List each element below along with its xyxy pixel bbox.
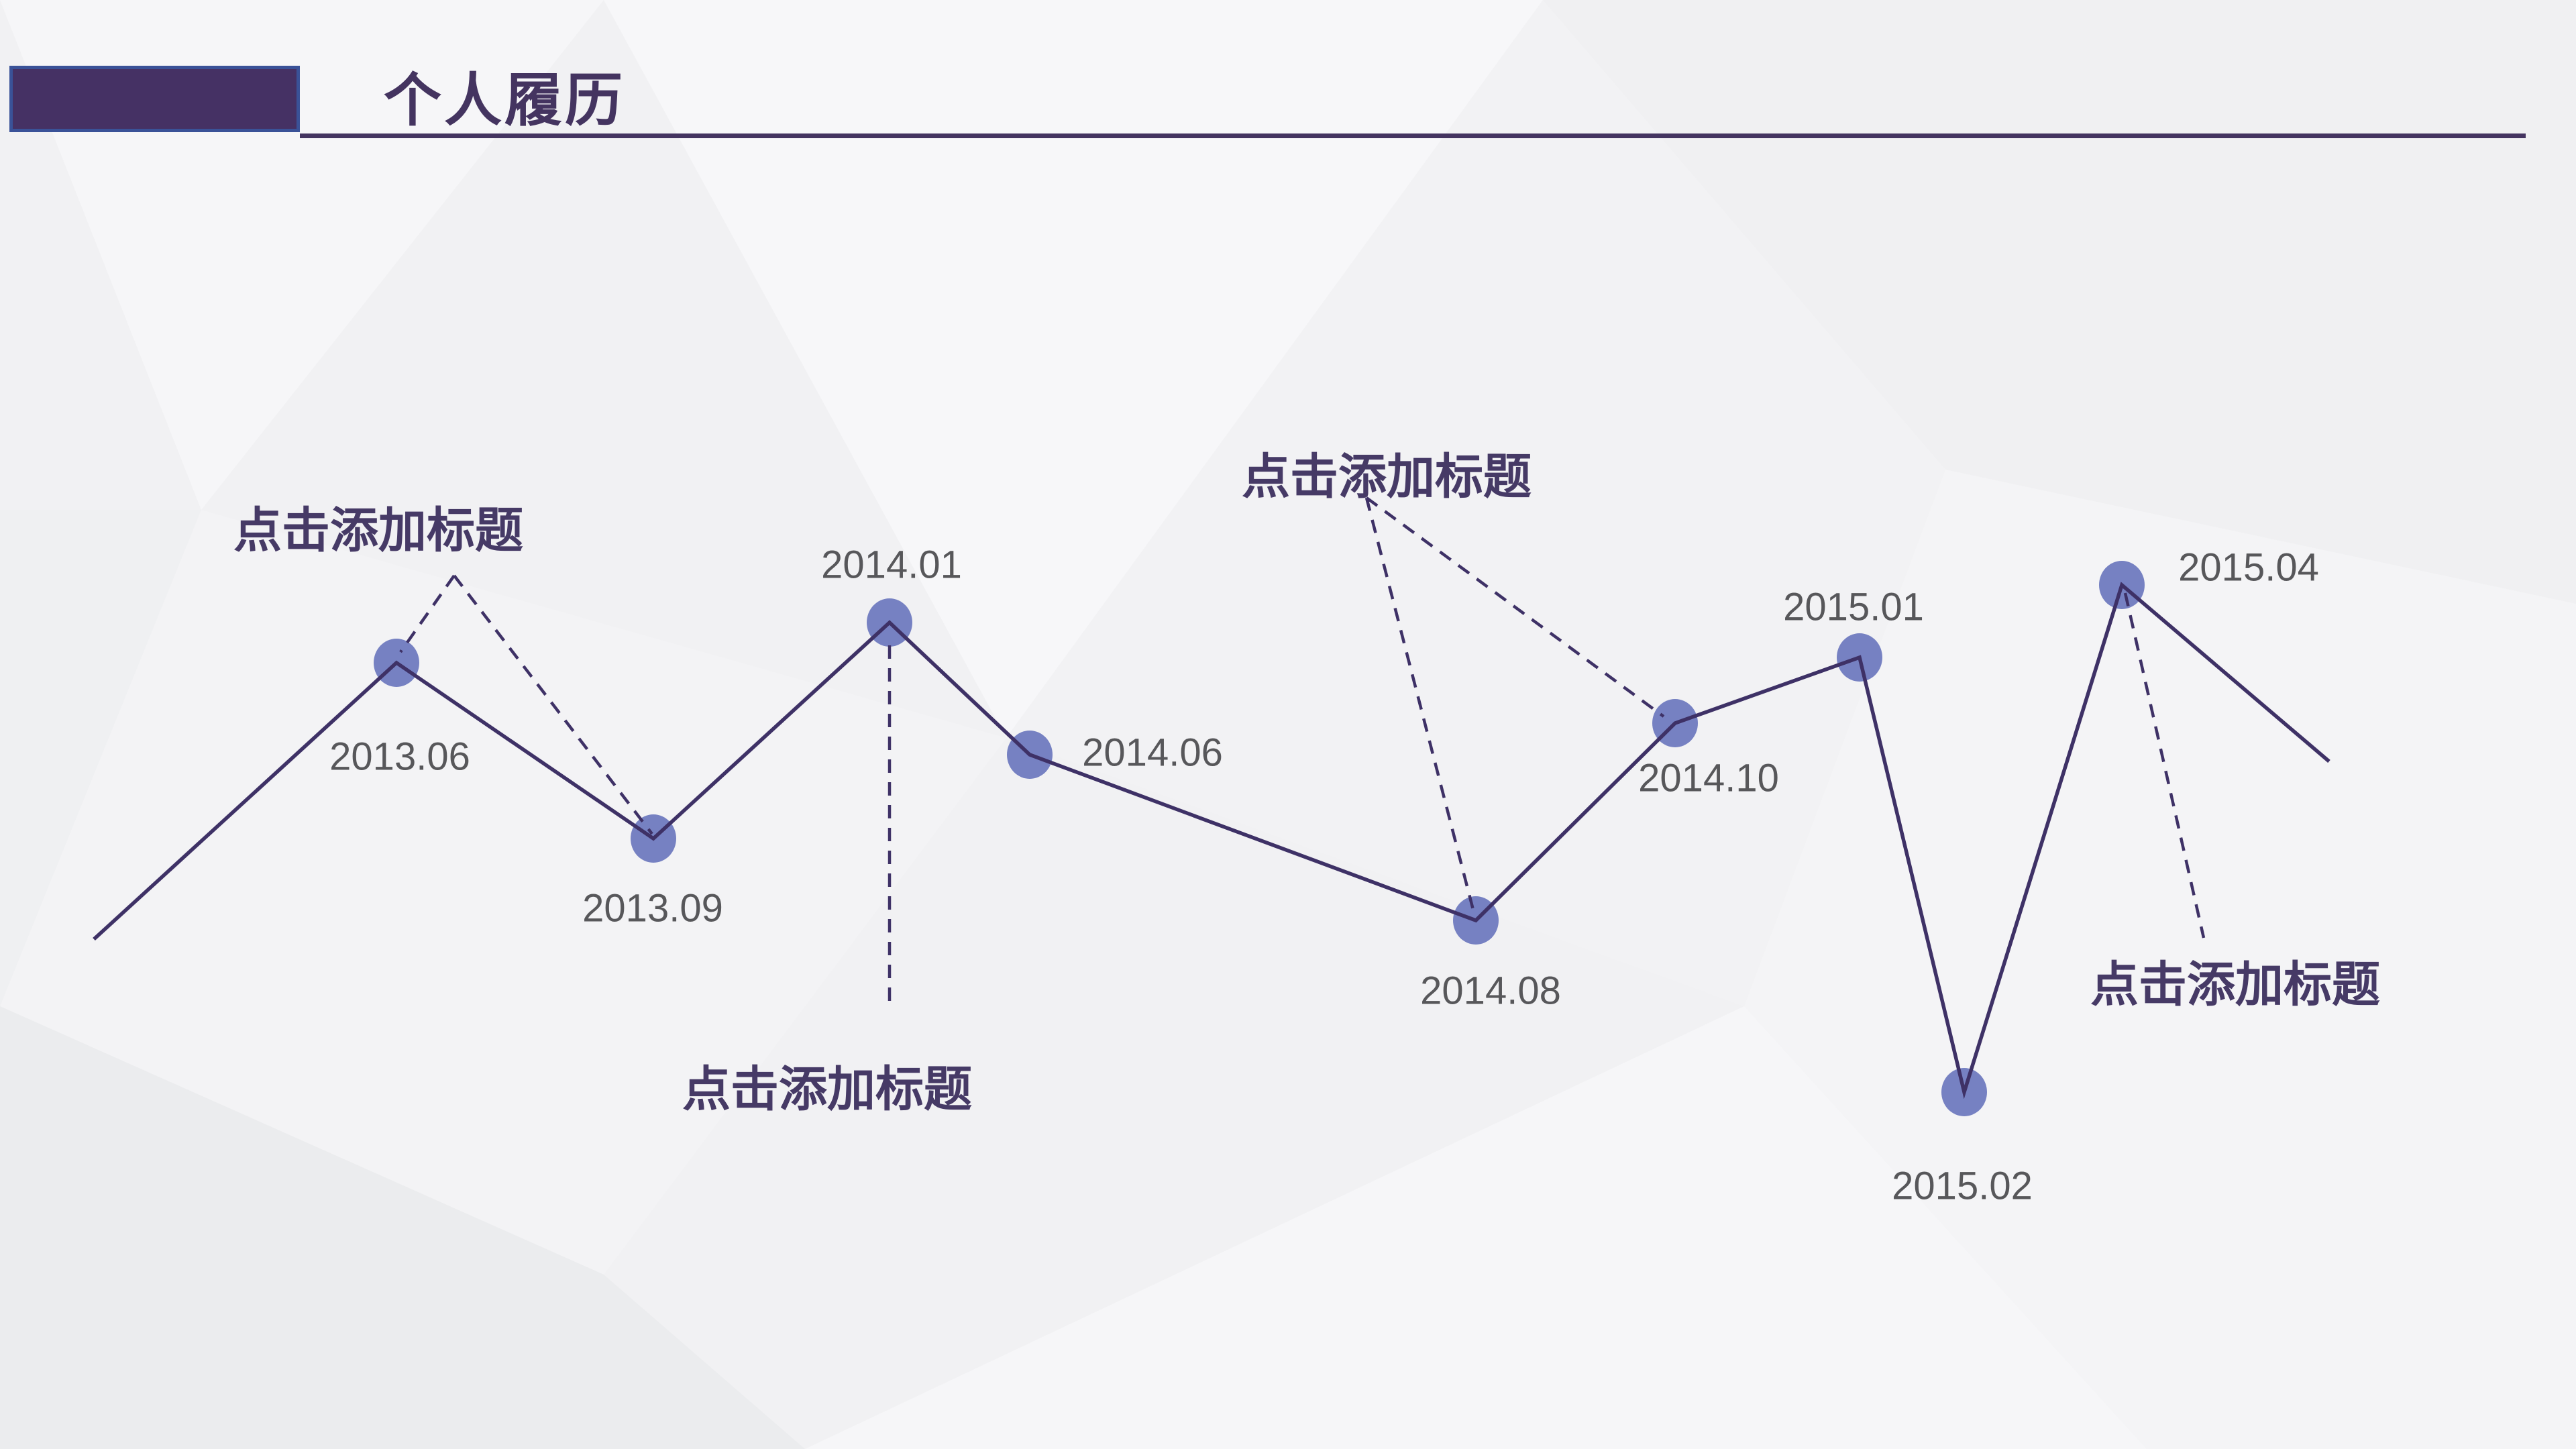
title-underline: [300, 133, 2526, 138]
date-label-2015-02: 2015.02: [1892, 1164, 2033, 1208]
timeline-polyline: [93, 582, 2330, 1099]
page-title: 个人履历: [384, 68, 625, 133]
background-facet: [1543, 0, 2576, 604]
title-accent-bar: [9, 66, 300, 132]
date-label-2014-10: 2014.10: [1638, 756, 1779, 800]
background-facet: [0, 1006, 805, 1449]
placeholder-title-3[interactable]: 点击添加标题: [1241, 450, 1532, 504]
leader-dash-placeholder-4: [2123, 592, 2206, 938]
date-label-2013-06: 2013.06: [329, 735, 470, 779]
placeholder-title-4[interactable]: 点击添加标题: [2090, 958, 2381, 1012]
date-label-2015-01: 2015.01: [1783, 585, 1924, 629]
background-facet: [805, 1006, 2147, 1449]
date-label-2015-04: 2015.04: [2178, 545, 2319, 590]
leader-dashes-placeholder-3: [1364, 496, 1665, 913]
background-facet: [1006, 0, 1945, 1006]
placeholder-title-1[interactable]: 点击添加标题: [233, 504, 524, 558]
date-label-2014-06: 2014.06: [1082, 731, 1223, 775]
background-facet: [0, 510, 1006, 1275]
date-label-2014-08: 2014.08: [1420, 969, 1561, 1013]
background-facet: [1744, 470, 2576, 1449]
background-facet: [604, 0, 1543, 738]
date-label-2013-09: 2013.09: [582, 886, 723, 930]
placeholder-title-2[interactable]: 点击添加标题: [682, 1063, 973, 1117]
leader-dashes-placeholder-1: [399, 574, 653, 835]
date-label-2014-01: 2014.01: [821, 543, 962, 587]
